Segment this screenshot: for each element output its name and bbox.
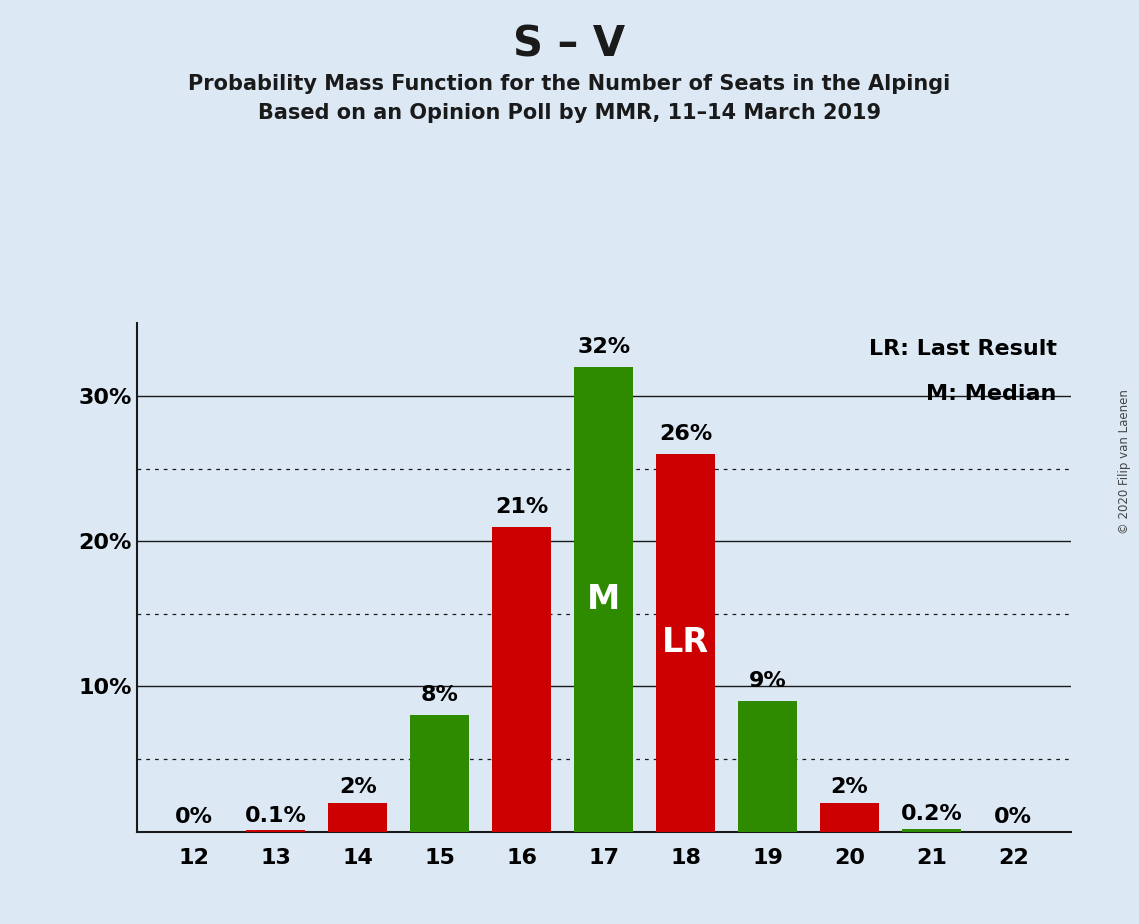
Text: 0.2%: 0.2% xyxy=(901,804,962,824)
Text: M: M xyxy=(587,583,621,615)
Text: LR: LR xyxy=(662,626,710,660)
Text: LR: Last Result: LR: Last Result xyxy=(869,338,1057,359)
Bar xyxy=(246,830,305,832)
Text: 8%: 8% xyxy=(421,686,459,705)
Text: 0%: 0% xyxy=(175,808,213,827)
Bar xyxy=(820,803,879,832)
Bar xyxy=(656,454,715,832)
Text: M: Median: M: Median xyxy=(926,384,1057,405)
Bar xyxy=(738,701,797,832)
Text: S – V: S – V xyxy=(514,23,625,65)
Text: 2%: 2% xyxy=(339,777,377,796)
Text: © 2020 Filip van Laenen: © 2020 Filip van Laenen xyxy=(1118,390,1131,534)
Bar xyxy=(328,803,387,832)
Text: 21%: 21% xyxy=(495,496,548,517)
Text: 9%: 9% xyxy=(748,671,786,691)
Text: 0%: 0% xyxy=(994,808,1032,827)
Text: Probability Mass Function for the Number of Seats in the Alpingi: Probability Mass Function for the Number… xyxy=(188,74,951,94)
Text: 2%: 2% xyxy=(830,777,868,796)
Bar xyxy=(902,829,961,832)
Bar xyxy=(410,715,469,832)
Text: 32%: 32% xyxy=(577,336,630,357)
Bar xyxy=(574,367,633,832)
Text: Based on an Opinion Poll by MMR, 11–14 March 2019: Based on an Opinion Poll by MMR, 11–14 M… xyxy=(257,103,882,124)
Text: 26%: 26% xyxy=(659,424,712,444)
Bar xyxy=(492,527,551,832)
Text: 0.1%: 0.1% xyxy=(245,806,306,826)
